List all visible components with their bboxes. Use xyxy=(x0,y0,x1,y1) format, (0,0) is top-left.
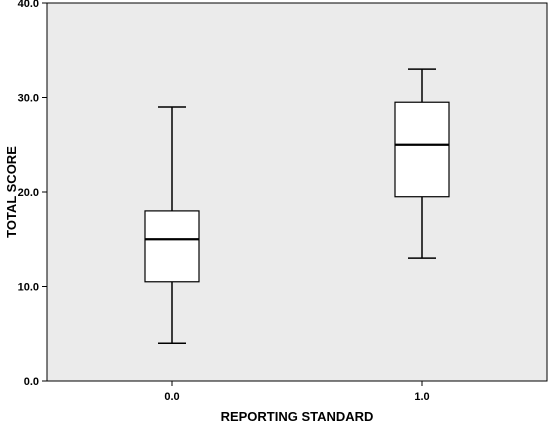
box-group xyxy=(144,106,200,344)
y-axis-title: TOTAL SCORE xyxy=(4,146,19,238)
box-group xyxy=(394,68,450,259)
y-tick-label: 0.0 xyxy=(24,376,39,388)
box-series xyxy=(144,68,450,344)
x-tick-label: 1.0 xyxy=(414,391,429,403)
y-tick-label: 40.0 xyxy=(18,0,39,10)
iqr-box xyxy=(144,210,200,283)
plot-area xyxy=(46,2,548,382)
y-tick-label: 10.0 xyxy=(18,282,39,294)
x-tick-label: 0.0 xyxy=(164,391,179,403)
x-axis-ticks: 0.0 1.0 xyxy=(164,381,430,403)
iqr-box xyxy=(394,101,450,198)
y-axis-ticks: 0.0 10.0 20.0 30.0 40.0 xyxy=(18,0,47,388)
y-tick-label: 20.0 xyxy=(18,187,39,199)
y-tick-label: 30.0 xyxy=(18,93,39,105)
x-axis-title: REPORTING STANDARD xyxy=(221,409,374,424)
